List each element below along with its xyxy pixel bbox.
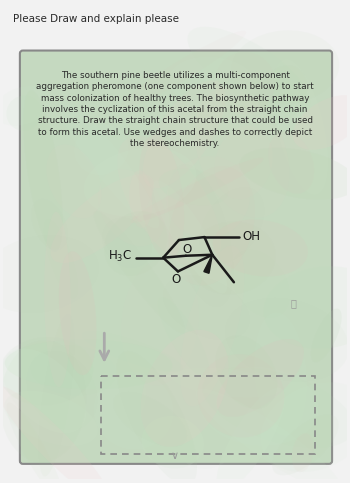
Text: ⌕: ⌕: [291, 298, 297, 308]
Ellipse shape: [2, 348, 86, 433]
Ellipse shape: [0, 337, 93, 405]
Ellipse shape: [74, 124, 128, 175]
Text: structure. Draw the straight chain structure that could be used: structure. Draw the straight chain struc…: [37, 116, 313, 125]
Ellipse shape: [153, 181, 227, 294]
Ellipse shape: [94, 371, 174, 450]
Ellipse shape: [131, 158, 264, 223]
Ellipse shape: [203, 368, 350, 448]
Ellipse shape: [0, 386, 111, 483]
Text: to form this acetal. Use wedges and dashes to correctly depict: to form this acetal. Use wedges and dash…: [38, 128, 312, 137]
Ellipse shape: [113, 392, 187, 447]
Text: involves the cyclization of this acetal from the straight chain: involves the cyclization of this acetal …: [42, 105, 308, 114]
Ellipse shape: [7, 96, 42, 131]
Ellipse shape: [5, 340, 173, 389]
Ellipse shape: [273, 59, 328, 195]
Ellipse shape: [159, 169, 228, 205]
Ellipse shape: [0, 86, 52, 126]
Text: Please Draw and explain please: Please Draw and explain please: [13, 14, 179, 24]
Ellipse shape: [225, 298, 349, 382]
Ellipse shape: [31, 199, 68, 250]
Ellipse shape: [84, 147, 196, 216]
Ellipse shape: [117, 136, 221, 270]
Ellipse shape: [239, 148, 350, 200]
Ellipse shape: [158, 297, 209, 378]
Ellipse shape: [264, 266, 350, 349]
Ellipse shape: [231, 30, 339, 104]
Ellipse shape: [199, 367, 318, 446]
Ellipse shape: [7, 402, 63, 483]
Ellipse shape: [82, 331, 183, 372]
Ellipse shape: [199, 187, 264, 264]
Ellipse shape: [258, 65, 307, 123]
Ellipse shape: [58, 100, 159, 228]
Ellipse shape: [163, 275, 250, 340]
Ellipse shape: [4, 391, 98, 446]
Ellipse shape: [141, 330, 229, 447]
Ellipse shape: [260, 382, 350, 472]
Text: O: O: [172, 273, 181, 286]
Text: OH: OH: [243, 229, 261, 242]
FancyBboxPatch shape: [20, 51, 332, 464]
Ellipse shape: [254, 313, 307, 436]
Ellipse shape: [213, 219, 308, 277]
Ellipse shape: [139, 135, 184, 260]
Ellipse shape: [0, 340, 86, 462]
Ellipse shape: [180, 245, 244, 406]
Ellipse shape: [292, 433, 314, 472]
Ellipse shape: [0, 235, 99, 313]
Ellipse shape: [143, 80, 225, 188]
Ellipse shape: [23, 90, 63, 252]
Ellipse shape: [50, 174, 154, 263]
Ellipse shape: [188, 27, 310, 114]
Text: the stereochemistry.: the stereochemistry.: [130, 139, 220, 148]
Ellipse shape: [198, 354, 285, 438]
Polygon shape: [204, 255, 212, 273]
Text: ∨: ∨: [171, 451, 179, 461]
Ellipse shape: [293, 95, 350, 150]
Text: aggregation pheromone (one component shown below) to start: aggregation pheromone (one component sho…: [36, 83, 314, 91]
Bar: [102, 375, 315, 454]
Ellipse shape: [169, 166, 255, 285]
Ellipse shape: [172, 368, 281, 398]
Ellipse shape: [217, 387, 285, 483]
Ellipse shape: [175, 412, 238, 469]
Text: The southern pine beetle utilizes a multi-component: The southern pine beetle utilizes a mult…: [61, 71, 289, 80]
Ellipse shape: [59, 251, 97, 375]
Ellipse shape: [104, 211, 167, 276]
Ellipse shape: [117, 351, 197, 483]
Ellipse shape: [47, 144, 102, 218]
Ellipse shape: [129, 170, 152, 228]
Ellipse shape: [216, 339, 304, 417]
Ellipse shape: [195, 87, 289, 218]
Ellipse shape: [169, 57, 257, 110]
Ellipse shape: [188, 221, 276, 295]
Ellipse shape: [272, 414, 338, 475]
Ellipse shape: [38, 314, 74, 476]
Text: mass colonization of healthy trees. The biosynthetic pathway: mass colonization of healthy trees. The …: [41, 94, 309, 103]
Ellipse shape: [268, 132, 314, 194]
Ellipse shape: [141, 416, 204, 469]
Ellipse shape: [93, 211, 185, 333]
Ellipse shape: [196, 389, 342, 483]
Text: H$_3$C: H$_3$C: [108, 249, 132, 264]
Ellipse shape: [215, 126, 273, 199]
Ellipse shape: [311, 309, 342, 362]
Text: O: O: [182, 243, 191, 256]
Ellipse shape: [166, 156, 250, 238]
Ellipse shape: [44, 212, 71, 387]
Ellipse shape: [216, 335, 277, 409]
